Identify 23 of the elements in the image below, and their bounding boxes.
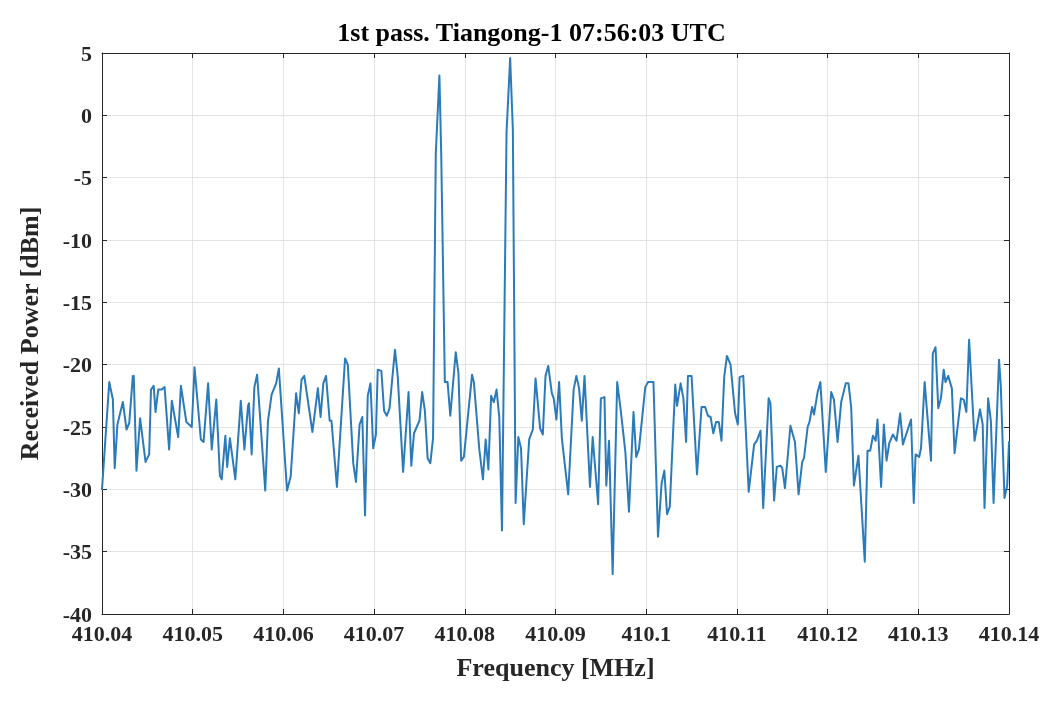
- y-tick-label: -35: [62, 539, 92, 565]
- x-tick-label: 410.14: [978, 620, 1040, 646]
- x-tick-label: 410.06: [253, 620, 314, 646]
- y-tick-label: -10: [62, 227, 92, 253]
- y-tick-label: -15: [62, 289, 92, 315]
- x-tick-label: 410.11: [707, 620, 767, 646]
- y-tick-label: -30: [62, 476, 92, 502]
- x-tick-label: 410.09: [525, 620, 586, 646]
- y-axis-title: Received Power [dBm]: [14, 206, 44, 461]
- x-axis-title: Frequency [MHz]: [456, 652, 655, 682]
- y-tick-label: 5: [81, 40, 92, 66]
- y-tick-label: -20: [62, 352, 92, 378]
- x-tick-label: 410.05: [162, 620, 223, 646]
- x-tick-label: 410.1: [621, 620, 671, 646]
- y-tick-label: 0: [81, 102, 92, 128]
- chart-title: 1st pass. Tiangong-1 07:56:03 UTC: [337, 17, 726, 47]
- x-tick-label: 410.08: [434, 620, 496, 646]
- y-tick-label: -40: [62, 601, 92, 627]
- x-tick-label: 410.12: [797, 620, 858, 646]
- x-tick-label: 410.07: [343, 620, 405, 646]
- y-tick-label: -5: [73, 165, 92, 191]
- y-tick-label: -25: [62, 414, 92, 440]
- x-tick-label: 410.13: [888, 620, 949, 646]
